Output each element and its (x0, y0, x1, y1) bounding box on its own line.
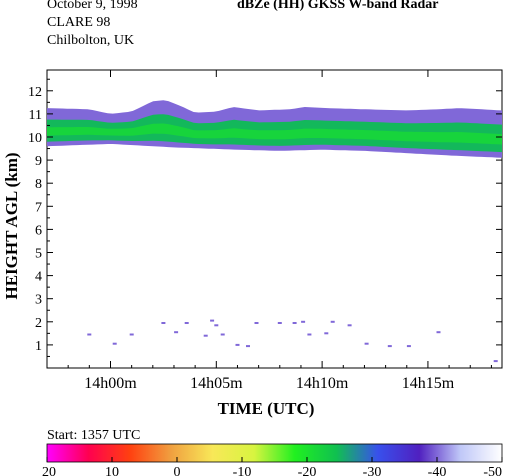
speckle-mark (330, 320, 335, 323)
colorbar-tick-label: 0 (174, 465, 181, 476)
date-label: October 9, 1998 (47, 0, 138, 12)
colorbar-tick-label: -20 (298, 465, 317, 476)
speckle-mark (246, 345, 250, 348)
speckle-mark (436, 331, 441, 334)
speckle-mark (364, 342, 369, 345)
x-axis-label: TIME (UTC) (218, 399, 315, 418)
speckle-mark (112, 342, 117, 345)
y-tick-label: 1 (35, 339, 42, 354)
speckle-mark (292, 322, 297, 324)
speckle-mark (301, 320, 306, 323)
colorbar-ticks: 20 10 0 -10 -20 -30 -40 -50 (42, 457, 503, 476)
speckle-mark (184, 322, 189, 324)
x-tick-label: 14h10m (296, 375, 349, 392)
y-tick-label: 8 (35, 177, 42, 192)
y-tick-label: 5 (35, 246, 42, 261)
y-tick-label: 10 (28, 131, 42, 146)
speckle-mark (387, 345, 392, 348)
speckle-mark (210, 319, 215, 322)
x-tick-label: 14h05m (190, 375, 243, 392)
colorbar-tick-label: 10 (105, 465, 119, 476)
speckle-layer (87, 319, 498, 363)
start-label: Start: 1357 UTC (47, 428, 140, 443)
y-tick-label: 9 (35, 154, 42, 169)
y-tick-label: 7 (35, 200, 42, 215)
colorbar (46, 443, 503, 463)
x-tick-label: 14h00m (84, 375, 137, 392)
y-tick-label: 2 (35, 316, 42, 331)
speckle-mark (406, 345, 411, 348)
y-tick-label: 12 (28, 85, 42, 100)
y-tick-label: 4 (35, 270, 42, 285)
speckle-mark (203, 334, 208, 337)
chart-title: dBZe (HH) GKSS W-band Radar (237, 0, 439, 12)
colorbar-tick-label: 20 (42, 465, 56, 476)
speckle-mark (161, 322, 166, 324)
colorbar-tick-label: -30 (363, 465, 382, 476)
y-axis-label: HEIGHT AGL (km) (2, 152, 21, 299)
colorbar-tick-label: -40 (428, 465, 447, 476)
speckle-mark (324, 332, 329, 335)
cloud-core-bright (47, 123, 502, 145)
speckle-mark (87, 333, 92, 336)
colorbar-tick-label: -10 (233, 465, 252, 476)
cloud-layer (47, 100, 502, 158)
location-label: Chilbolton, UK (47, 33, 135, 48)
speckle-mark (220, 333, 225, 336)
x-tick-label: 14h15m (402, 375, 455, 392)
speckle-mark (214, 324, 219, 327)
y-tick-label: 3 (35, 293, 42, 308)
y-tick-label: 6 (35, 223, 42, 238)
speckle-mark (129, 333, 134, 336)
speckle-mark (307, 333, 312, 336)
speckle-mark (254, 322, 259, 324)
speckle-mark (235, 343, 240, 346)
colorbar-tick-label: -50 (483, 465, 502, 476)
speckle-mark (347, 324, 352, 327)
speckle-mark (277, 322, 282, 324)
campaign-label: CLARE 98 (47, 15, 111, 30)
speckle-mark (493, 360, 498, 363)
x-axis: 14h00m 14h05m 14h10m 14h15m (46, 70, 492, 392)
y-tick-label: 11 (29, 108, 42, 123)
speckle-mark (174, 331, 179, 334)
